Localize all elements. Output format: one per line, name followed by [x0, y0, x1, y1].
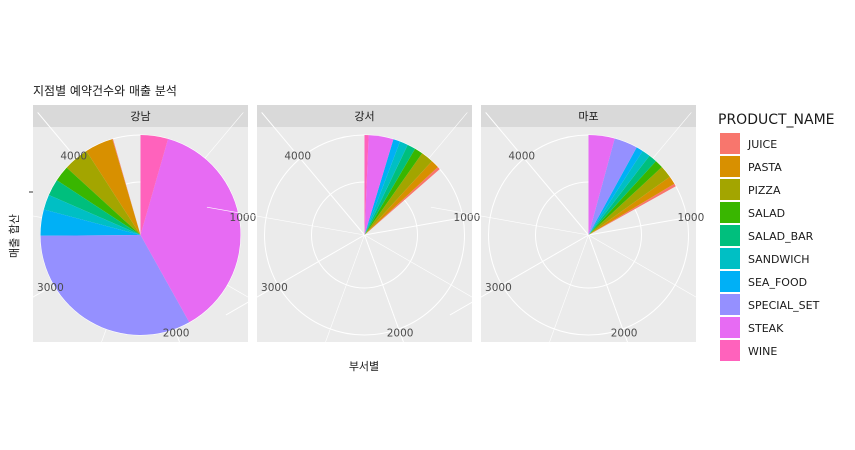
pie-slice-steak: [364, 135, 394, 235]
legend-label: SPECIAL_SET: [748, 299, 820, 312]
theta-tick-label: 3000: [37, 282, 64, 294]
facet-strip: [33, 105, 248, 127]
legend-label: SALAD: [748, 207, 785, 220]
legend-item: STEAK: [720, 317, 784, 338]
facet-panel: 마포 1000 2000 3000 4000: [430, 105, 747, 386]
legend-swatch: [720, 248, 740, 269]
pie-slice-pizza: [364, 153, 432, 235]
theta-tick-label: 3000: [261, 282, 288, 294]
legend-label: PIZZA: [748, 184, 781, 197]
grid-line: [485, 112, 589, 236]
grid-line-minor: [309, 234, 365, 386]
theta-tick-label: 4000: [508, 150, 535, 162]
pie-slice-salad-bar: [588, 155, 656, 235]
legend: PRODUCT_NAME JUICE PASTA PIZZA SALAD SALAD_B…: [718, 112, 835, 361]
legend-item: JUICE: [720, 133, 777, 154]
legend-label: PASTA: [748, 161, 782, 174]
legend-label: WINE: [748, 345, 777, 358]
legend-item: PIZZA: [720, 179, 781, 200]
legend-swatch: [720, 179, 740, 200]
chart-title: 지점별 예약건수와 매출 분석: [33, 83, 177, 98]
legend-title: PRODUCT_NAME: [718, 112, 835, 128]
pie-slice-pasta: [364, 161, 438, 235]
grid-line-minor: [533, 234, 589, 386]
legend-item: SPECIAL_SET: [720, 294, 820, 315]
legend-swatch: [720, 317, 740, 338]
legend-label: SANDWICH: [748, 253, 809, 266]
legend-item: SALAD_BAR: [720, 225, 814, 246]
y-axis-label: 매출 합산: [8, 214, 21, 258]
legend-item: SEA_FOOD: [720, 271, 807, 292]
pie-slice-steak: [140, 138, 241, 323]
pie-slice-sandwich: [43, 194, 141, 235]
pie-slice-wine: [140, 135, 169, 235]
legend-swatch: [720, 225, 740, 246]
legend-swatch: [720, 271, 740, 292]
legend-item: SANDWICH: [720, 248, 809, 269]
pie-slice-sea-food: [364, 139, 401, 235]
facet-strip: [481, 105, 696, 127]
grid-line: [588, 234, 644, 386]
pie-slice-salad-bar: [364, 144, 416, 235]
pie-slice-sea-food: [588, 147, 643, 235]
pie-slice-pizza: [588, 167, 670, 235]
pie-slice-juice: [364, 167, 440, 235]
legend-label: JUICE: [747, 138, 777, 151]
pie-slice-salad: [364, 148, 423, 235]
grid-line: [261, 112, 365, 236]
legend-item: WINE: [720, 340, 777, 361]
grid-line-minor: [588, 234, 728, 316]
theta-tick-label: 2000: [387, 328, 414, 340]
legend-item: SALAD: [720, 202, 785, 223]
legend-item: PASTA: [720, 156, 782, 177]
grid-line: [225, 234, 365, 316]
theta-tick-label: 2000: [611, 328, 638, 340]
x-axis-label: 부서별: [349, 360, 379, 373]
pie-slice-salad: [588, 161, 662, 235]
pie-slice-wine: [364, 135, 369, 235]
pie-slice-sandwich: [364, 141, 408, 235]
legend-label: STEAK: [748, 322, 784, 335]
legend-label: SEA_FOOD: [748, 276, 807, 289]
facet-strip: [257, 105, 472, 127]
grid-line-minor: [206, 206, 365, 236]
pie-slice-special-set: [40, 235, 190, 336]
theta-tick-label: 1000: [678, 212, 705, 224]
legend-swatch: [720, 294, 740, 315]
theta-tick-label: 2000: [163, 328, 190, 340]
legend-swatch: [720, 202, 740, 223]
pie-slice-steak: [588, 135, 615, 235]
grid-line: [449, 234, 589, 316]
grid-line-minor: [430, 206, 589, 236]
theta-tick-label: 4000: [60, 150, 87, 162]
legend-swatch: [720, 133, 740, 154]
legend-label: SALAD_BAR: [748, 230, 814, 243]
theta-tick-label: 4000: [284, 150, 311, 162]
pie-slice-salad-bar: [48, 180, 141, 235]
pie-slice-pasta: [86, 139, 141, 235]
pie-slice-sandwich: [588, 150, 650, 235]
grid-line: [588, 206, 747, 236]
pie-slice-juice: [112, 138, 141, 235]
theta-tick-label: 3000: [485, 282, 512, 294]
legend-swatch: [720, 156, 740, 177]
pie-slice-sea-food: [40, 209, 141, 236]
legend-swatch: [720, 340, 740, 361]
facet-panels: 강남1000200030004000강서1000200030004000마포10…: [0, 105, 747, 386]
grid-line: [364, 234, 420, 386]
pie-slice-special-set: [588, 138, 637, 235]
grid-line-minor: [364, 234, 504, 316]
pie-slice-salad: [56, 167, 141, 235]
pie-slice-pasta: [588, 176, 675, 235]
pie-slice-pizza: [66, 150, 141, 235]
pie-slice-juice: [588, 183, 676, 235]
facet-strip-label: 강서: [354, 110, 374, 123]
facet-strip-label: 강남: [130, 110, 150, 123]
facet-strip-label: 마포: [578, 110, 598, 123]
